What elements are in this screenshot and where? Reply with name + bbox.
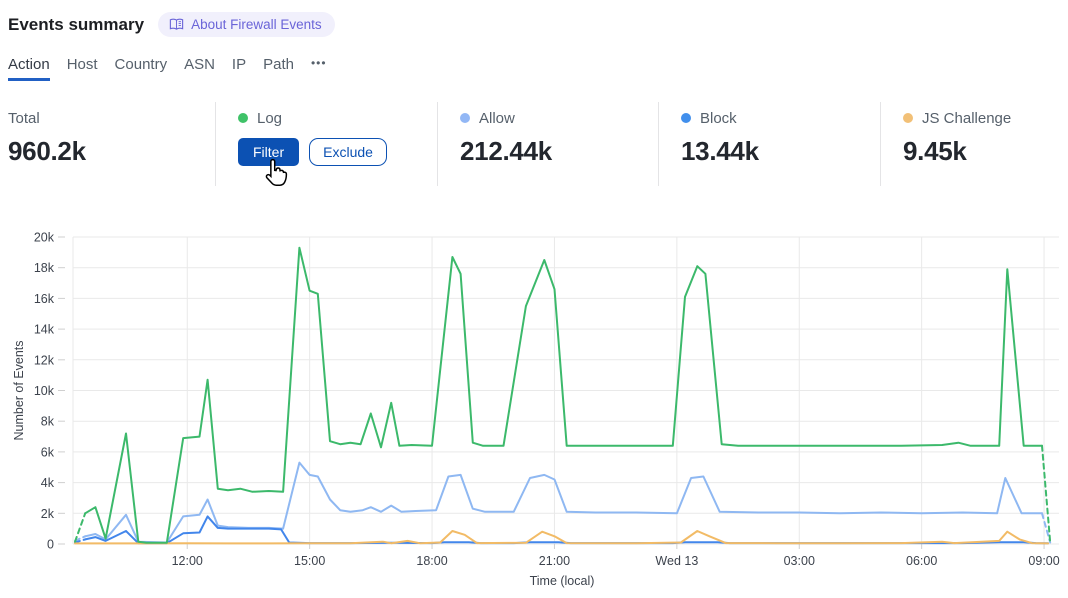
- stat-card-allow[interactable]: Allow 212.44k: [437, 102, 658, 186]
- tab-ip[interactable]: IP: [231, 56, 247, 73]
- block-label: Block: [700, 109, 737, 127]
- tab-bar: Action Host Country ASN IP Path •••: [8, 56, 1060, 81]
- x-tick-label: 15:00: [294, 554, 325, 568]
- tab-host[interactable]: Host: [66, 56, 98, 73]
- x-tick-label: 03:00: [784, 554, 815, 568]
- y-tick-label: 12k: [34, 353, 55, 367]
- series-line-block-dashed-start: [74, 538, 87, 544]
- book-icon: [169, 18, 184, 31]
- stats-row: Total 960.2k Log Filter Exclude Allow 21…: [8, 102, 1060, 186]
- js-challenge-value: 9.45k: [903, 136, 967, 166]
- tab-asn[interactable]: ASN: [184, 56, 215, 73]
- allow-label: Allow: [479, 109, 515, 127]
- events-chart-container: 0 2k 4k 6k 8k 10k 12k 14k 16k 18k 20k 12:00 15:00 18:…: [8, 219, 1060, 598]
- allow-value: 212.44k: [460, 136, 552, 166]
- series-line-log-dashed-end: [1041, 444, 1052, 544]
- log-legend-dot: [238, 113, 248, 123]
- x-tick-label: 06:00: [906, 554, 937, 568]
- y-tick-label: 6k: [41, 445, 55, 459]
- y-tick-label: 4k: [41, 476, 55, 490]
- tab-country[interactable]: Country: [114, 56, 168, 73]
- page-title: Events summary: [8, 14, 145, 34]
- x-tick-label: 12:00: [172, 554, 203, 568]
- filter-button[interactable]: Filter: [238, 138, 300, 166]
- js-challenge-legend-dot: [903, 113, 913, 123]
- y-tick-label: 14k: [34, 323, 55, 337]
- series-line-log: [84, 246, 1043, 544]
- series-line-js-challenge: [74, 530, 1050, 545]
- series-line-block: [84, 515, 1050, 545]
- header: Events summary About Firewall Events: [8, 12, 1060, 37]
- series-line-allow: [84, 461, 1043, 544]
- y-tick-label: 10k: [34, 384, 55, 398]
- tab-path[interactable]: Path: [263, 56, 294, 73]
- about-firewall-events-button[interactable]: About Firewall Events: [158, 12, 335, 37]
- y-tick-label: 0: [47, 538, 54, 552]
- series-line-allow-dashed-start: [74, 535, 87, 542]
- total-label: Total: [8, 109, 40, 127]
- js-challenge-label: JS Challenge: [922, 109, 1012, 127]
- tab-more-ellipsis[interactable]: •••: [310, 56, 327, 70]
- x-tick-label: 21:00: [539, 554, 570, 568]
- x-tick-label: Wed 13: [655, 554, 698, 568]
- series-line-log-dashed-start: [74, 512, 87, 543]
- y-tick-label: 16k: [34, 292, 55, 306]
- allow-legend-dot: [460, 113, 470, 123]
- tab-action[interactable]: Action: [8, 56, 50, 81]
- x-tick-label: 18:00: [416, 554, 447, 568]
- about-label: About Firewall Events: [191, 17, 322, 32]
- exclude-button[interactable]: Exclude: [309, 138, 387, 166]
- stat-card-log[interactable]: Log Filter Exclude: [215, 102, 437, 186]
- log-label: Log: [257, 109, 283, 127]
- total-value: 960.2k: [8, 136, 86, 166]
- block-value: 13.44k: [681, 136, 759, 166]
- y-axis-title: Number of Events: [12, 340, 26, 440]
- events-time-series-chart[interactable]: 0 2k 4k 6k 8k 10k 12k 14k 16k 18k 20k 12:00 15:00 18:…: [8, 219, 1060, 595]
- stat-card-total: Total 960.2k: [8, 102, 215, 186]
- y-tick-label: 8k: [41, 415, 55, 429]
- y-tick-label: 20k: [34, 231, 55, 245]
- y-tick-label: 18k: [34, 261, 55, 275]
- x-axis-title: Time (local): [530, 574, 595, 588]
- x-tick-label: 09:00: [1028, 554, 1059, 568]
- block-legend-dot: [681, 113, 691, 123]
- stat-card-js-challenge[interactable]: JS Challenge 9.45k: [880, 102, 1060, 186]
- stat-card-block[interactable]: Block 13.44k: [658, 102, 880, 186]
- y-tick-label: 2k: [41, 507, 55, 521]
- series-line-allow-dashed-end: [1041, 512, 1052, 544]
